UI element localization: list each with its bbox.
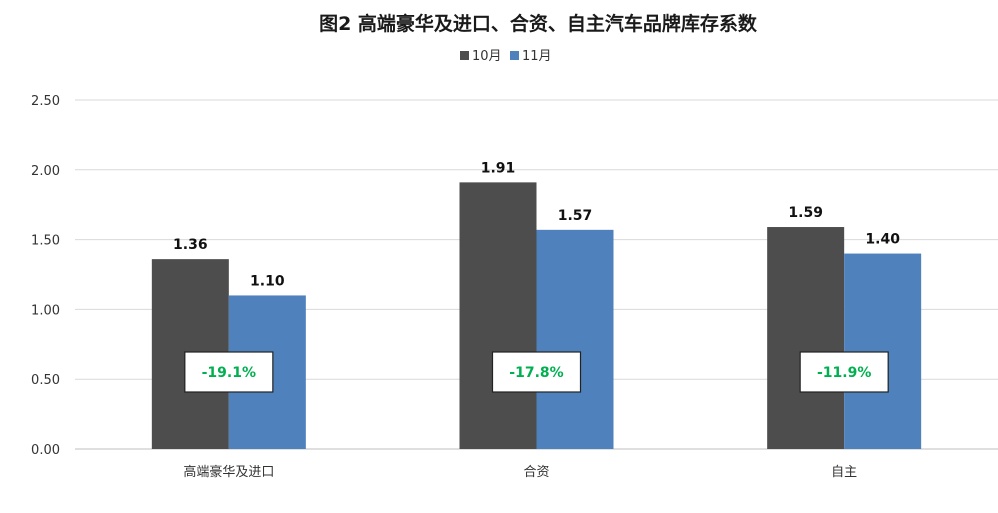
annotation-text: -17.8% [509,365,563,381]
data-label: 1.40 [865,232,900,248]
y-axis-ticks: 0.00 0.50 1.00 1.50 2.00 2.50 [31,94,60,458]
bars [151,182,922,449]
data-labels: 1.36 1.10 1.91 1.57 1.59 1.40 [173,160,900,289]
y-tick-label: 1.50 [31,234,60,249]
legend-swatch-nov [510,51,519,60]
y-tick-label: 0.00 [31,443,60,458]
chart-title: 图2 高端豪华及进口、合资、自主汽车品牌库存系数 [319,12,758,35]
y-tick-label: 0.50 [31,373,60,388]
annotation-text: -19.1% [202,365,256,381]
change-annotations: -19.1% -17.8% -11.9% [184,351,889,393]
data-label: 1.10 [250,273,285,289]
bar [536,229,614,449]
legend: 10月 11月 [460,49,552,64]
data-label: 1.36 [173,237,208,253]
data-label: 1.59 [788,205,823,221]
annotation-box [184,351,274,393]
legend-label-nov: 11月 [522,49,552,64]
y-tick-label: 1.00 [31,303,60,318]
bar [459,182,537,449]
annotation-text: -11.9% [817,365,871,381]
y-tick-label: 2.50 [31,94,60,109]
bar [767,227,845,449]
x-axis-categories: 高端豪华及进口 合资 自主 [183,464,857,480]
y-tick-label: 2.00 [31,164,60,179]
x-category-label: 高端豪华及进口 [183,464,274,480]
data-label: 1.91 [481,160,516,176]
bar [844,253,922,449]
annotation-box [491,351,582,393]
annotation-box [799,351,889,393]
legend-swatch-oct [460,51,469,60]
x-category-label: 合资 [523,465,549,480]
x-category-label: 自主 [831,465,857,480]
legend-label-oct: 10月 [472,49,502,64]
data-label: 1.57 [558,208,593,224]
